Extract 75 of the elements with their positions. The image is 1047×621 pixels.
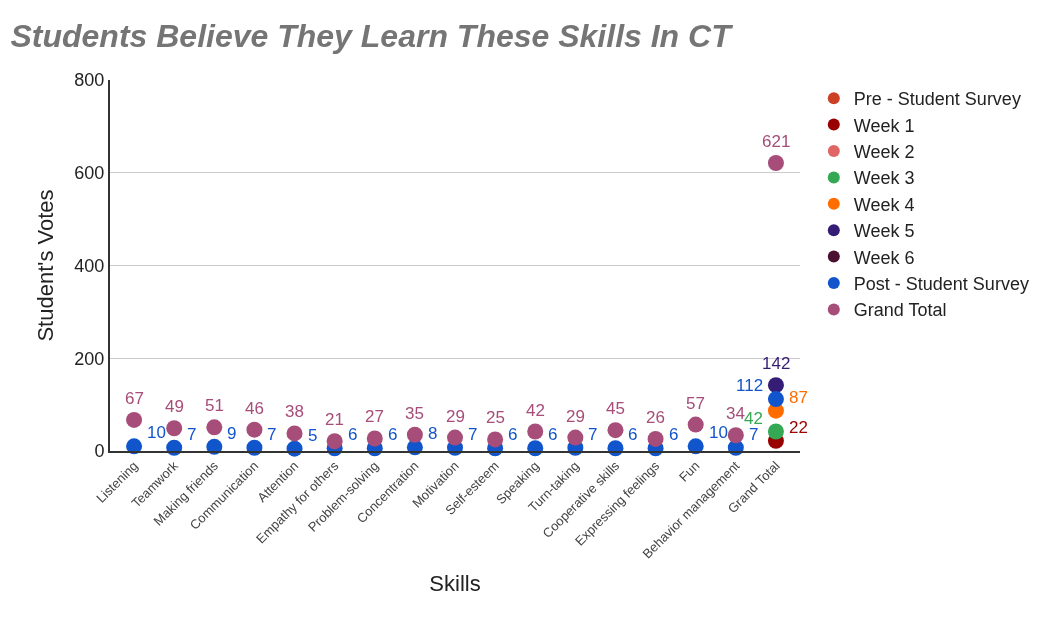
legend-label: Week 3 [853,168,915,189]
data-label: 67 [125,389,144,408]
point [767,155,784,171]
y-tick-label: 400 [74,255,105,276]
point [326,433,343,450]
data-label: 21 [325,410,344,429]
point [647,430,664,447]
legend-label: Pre - Student Survey [853,89,1021,110]
data-label: 7 [468,425,478,444]
point [487,431,504,448]
data-label: 29 [446,407,465,426]
y-tick-label: 800 [74,70,105,91]
data-label: 57 [686,394,705,413]
data-label: 26 [646,408,665,427]
data-label: 45 [606,399,625,418]
data-label: 29 [566,407,585,426]
point [447,429,463,446]
data-label: 51 [205,396,224,415]
legend-label: Week 2 [853,142,915,163]
point [767,377,784,394]
legend-label: Week 5 [853,221,915,242]
data-label: 27 [365,407,384,426]
x-axis-title: Skills [429,570,481,596]
data-label: 42 [526,401,545,420]
data-label: 5 [308,426,318,445]
point [527,423,544,440]
data-label: 112 [736,376,764,395]
point [206,419,223,436]
y-axis-title: Student's Votes [32,189,58,342]
data-label: 87 [789,388,808,407]
point [767,391,784,408]
data-label: 142 [762,354,791,373]
legend-label: Post - Student Survey [853,274,1029,295]
legend-label: Week 6 [853,247,915,268]
data-label: 10 [709,423,728,442]
point [767,423,784,440]
data-label: 49 [165,397,184,416]
data-label: 8 [428,424,438,443]
data-label: 35 [405,404,424,423]
data-label: 9 [227,424,237,443]
point [366,430,383,447]
data-label: 6 [669,425,679,444]
y-tick-label: 600 [74,163,105,184]
data-label: 621 [762,132,791,151]
data-label: 6 [628,425,638,444]
data-label: 25 [486,408,505,427]
data-label: 6 [388,425,398,444]
point [126,411,143,428]
legend-label: Week 1 [853,115,915,136]
y-tick-label: 200 [74,348,105,369]
legend-label: Week 4 [853,194,915,215]
data-label: 7 [588,425,598,444]
data-label: 7 [749,425,759,444]
data-label: 38 [285,402,304,421]
legend-label: Grand Total [853,300,947,321]
data-label: 6 [548,425,558,444]
point [246,421,263,438]
data-label: 42 [744,409,763,428]
data-label: 7 [267,425,277,444]
data-label: 7 [187,425,197,444]
data-label: 6 [348,425,358,444]
data-label: 34 [726,404,745,423]
y-tick-label: 0 [94,441,105,462]
data-label: 22 [789,418,808,437]
data-label: 10 [147,423,166,442]
chart-title: Students Believe They Learn These Skills In CT [10,18,734,55]
data-label: 46 [245,399,264,418]
point [727,427,744,444]
point [166,420,183,437]
point [607,422,624,439]
point [687,416,704,433]
point [406,426,423,443]
point [567,429,584,446]
point [286,425,303,442]
data-label: 6 [508,425,518,444]
